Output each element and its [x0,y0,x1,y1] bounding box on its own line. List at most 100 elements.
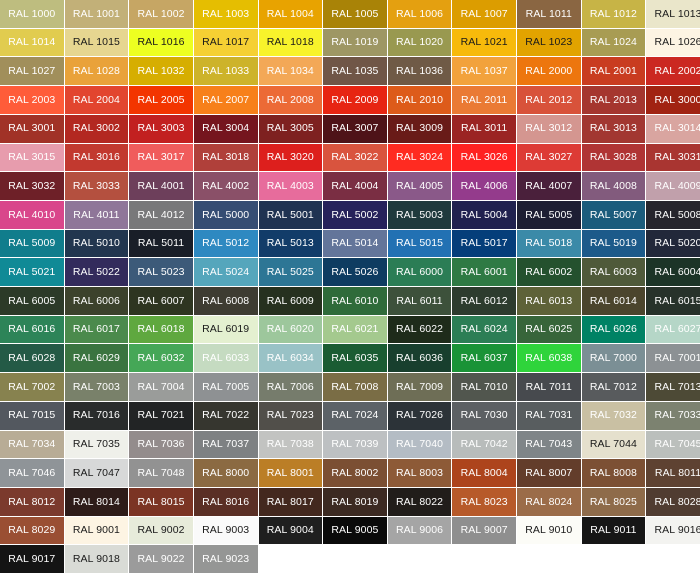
colour-swatch[interactable]: RAL 2000 [517,57,581,86]
colour-swatch[interactable]: RAL 9007 [452,516,516,545]
colour-swatch[interactable]: RAL 8023 [452,487,516,516]
colour-swatch[interactable]: RAL 7024 [323,401,387,430]
colour-swatch[interactable]: RAL 1017 [193,28,258,57]
colour-swatch[interactable]: RAL 4002 [193,172,258,200]
colour-swatch[interactable]: RAL 5013 [258,229,323,258]
colour-swatch[interactable]: RAL 6037 [452,344,516,373]
colour-swatch[interactable]: RAL 1036 [387,57,452,86]
colour-swatch[interactable]: RAL 1006 [387,0,452,28]
colour-swatch[interactable]: RAL 5017 [452,229,516,258]
colour-swatch[interactable]: RAL 2004 [64,86,129,114]
colour-swatch[interactable]: RAL 7032 [581,401,646,430]
colour-swatch[interactable]: RAL 3012 [517,114,581,143]
colour-swatch[interactable]: RAL 1023 [517,28,581,57]
colour-swatch[interactable]: RAL 5026 [323,258,387,287]
colour-swatch[interactable]: RAL 7046 [0,459,64,487]
colour-swatch[interactable]: RAL 3001 [0,114,64,143]
colour-swatch[interactable]: RAL 7030 [452,401,516,430]
colour-swatch[interactable]: RAL 5015 [387,229,452,258]
colour-swatch[interactable]: RAL 7000 [581,344,646,373]
colour-swatch[interactable]: RAL 1007 [452,0,516,28]
colour-swatch[interactable]: RAL 8029 [0,516,64,545]
colour-swatch[interactable]: RAL 7031 [517,401,581,430]
colour-swatch[interactable]: RAL 8012 [0,487,64,516]
colour-swatch[interactable]: RAL 6025 [517,315,581,344]
colour-swatch[interactable]: RAL 5019 [581,229,646,258]
colour-swatch[interactable]: RAL 6000 [387,258,452,287]
colour-swatch[interactable]: RAL 1024 [581,28,646,57]
colour-swatch[interactable]: RAL 1001 [64,0,129,28]
colour-swatch[interactable]: RAL 6035 [323,344,387,373]
colour-swatch[interactable]: RAL 5021 [0,258,64,287]
colour-swatch[interactable]: RAL 1026 [646,28,700,57]
colour-swatch[interactable]: RAL 1012 [581,0,646,28]
colour-swatch[interactable]: RAL 7036 [129,430,193,459]
colour-swatch[interactable]: RAL 7043 [517,430,581,459]
colour-swatch[interactable]: RAL 3020 [258,143,323,172]
colour-swatch[interactable]: RAL 1018 [258,28,323,57]
colour-swatch[interactable]: RAL 9023 [193,545,258,574]
colour-swatch[interactable]: RAL 7037 [193,430,258,459]
colour-swatch[interactable]: RAL 5003 [387,200,452,229]
colour-swatch[interactable]: RAL 6033 [193,344,258,373]
colour-swatch[interactable]: RAL 6013 [517,287,581,315]
colour-swatch[interactable]: RAL 4001 [129,172,193,200]
colour-swatch[interactable]: RAL 7012 [581,373,646,401]
colour-swatch[interactable]: RAL 9017 [0,545,64,574]
colour-swatch[interactable]: RAL 4006 [452,172,516,200]
colour-swatch[interactable]: RAL 7008 [323,373,387,401]
colour-swatch[interactable]: RAL 4012 [129,200,193,229]
colour-swatch[interactable]: RAL 5022 [64,258,129,287]
colour-swatch[interactable]: RAL 7035 [64,430,129,459]
colour-swatch[interactable]: RAL 5004 [452,200,516,229]
colour-swatch[interactable]: RAL 7005 [193,373,258,401]
colour-swatch[interactable]: RAL 5008 [646,200,700,229]
colour-swatch[interactable]: RAL 1035 [323,57,387,86]
colour-swatch[interactable]: RAL 8007 [517,459,581,487]
colour-swatch[interactable]: RAL 2013 [581,86,646,114]
colour-swatch[interactable]: RAL 7009 [387,373,452,401]
colour-swatch[interactable]: RAL 1037 [452,57,516,86]
colour-swatch[interactable]: RAL 5000 [193,200,258,229]
colour-swatch[interactable]: RAL 2007 [193,86,258,114]
colour-swatch[interactable]: RAL 4011 [64,200,129,229]
colour-swatch[interactable]: RAL 3009 [387,114,452,143]
colour-swatch[interactable]: RAL 3017 [129,143,193,172]
colour-swatch[interactable]: RAL 6028 [0,344,64,373]
colour-swatch[interactable]: RAL 8000 [193,459,258,487]
colour-swatch[interactable]: RAL 8019 [323,487,387,516]
colour-swatch[interactable]: RAL 2010 [387,86,452,114]
colour-swatch[interactable]: RAL 9016 [646,516,700,545]
colour-swatch[interactable]: RAL 3028 [581,143,646,172]
colour-swatch[interactable]: RAL 6015 [646,287,700,315]
colour-swatch[interactable]: RAL 8024 [517,487,581,516]
colour-swatch[interactable]: RAL 8011 [646,459,700,487]
colour-swatch[interactable]: RAL 7011 [517,373,581,401]
colour-swatch[interactable]: RAL 3004 [193,114,258,143]
colour-swatch[interactable]: RAL 1021 [452,28,516,57]
colour-swatch[interactable]: RAL 6019 [193,315,258,344]
colour-swatch[interactable]: RAL 6008 [193,287,258,315]
colour-swatch[interactable]: RAL 9001 [64,516,129,545]
colour-swatch[interactable]: RAL 6007 [129,287,193,315]
colour-swatch[interactable]: RAL 4008 [581,172,646,200]
colour-swatch[interactable]: RAL 8014 [64,487,129,516]
colour-swatch[interactable]: RAL 7001 [646,344,700,373]
colour-swatch[interactable]: RAL 3032 [0,172,64,200]
colour-swatch[interactable]: RAL 4009 [646,172,700,200]
colour-swatch[interactable]: RAL 3002 [64,114,129,143]
colour-swatch[interactable]: RAL 5001 [258,200,323,229]
colour-swatch[interactable]: RAL 7026 [387,401,452,430]
colour-swatch[interactable]: RAL 1003 [193,0,258,28]
colour-swatch[interactable]: RAL 1034 [258,57,323,86]
colour-swatch[interactable]: RAL 6018 [129,315,193,344]
colour-swatch[interactable]: RAL 5011 [129,229,193,258]
colour-swatch[interactable]: RAL 1032 [129,57,193,86]
colour-swatch[interactable]: RAL 1011 [517,0,581,28]
colour-swatch[interactable]: RAL 5010 [64,229,129,258]
colour-swatch[interactable]: RAL 7010 [452,373,516,401]
colour-swatch[interactable]: RAL 6006 [64,287,129,315]
colour-swatch[interactable]: RAL 7003 [64,373,129,401]
colour-swatch[interactable]: RAL 7045 [646,430,700,459]
colour-swatch[interactable]: RAL 2008 [258,86,323,114]
